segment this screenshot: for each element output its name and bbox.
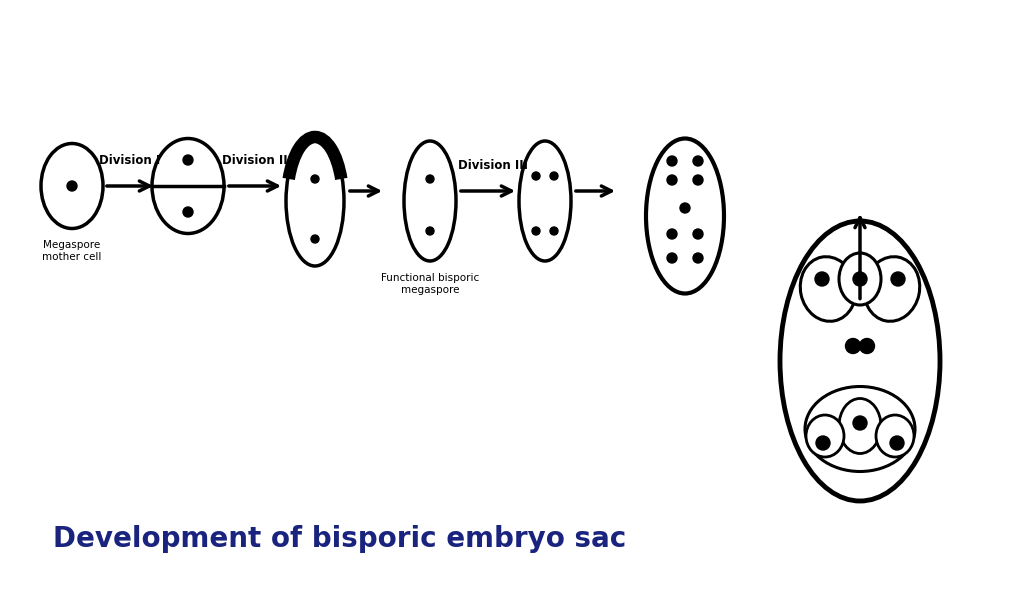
Ellipse shape (839, 253, 881, 305)
Text: Division II: Division II (222, 154, 288, 167)
Text: Development of bisporic embryo sac: Development of bisporic embryo sac (53, 525, 627, 553)
Circle shape (859, 339, 874, 353)
Circle shape (667, 229, 677, 239)
Circle shape (693, 175, 703, 185)
Ellipse shape (404, 141, 456, 261)
Circle shape (183, 207, 193, 217)
Circle shape (890, 436, 904, 450)
Circle shape (853, 272, 867, 286)
Circle shape (853, 416, 867, 430)
Circle shape (891, 272, 905, 286)
Ellipse shape (805, 387, 915, 472)
Ellipse shape (286, 136, 344, 266)
Circle shape (846, 339, 860, 353)
Ellipse shape (646, 138, 724, 294)
Circle shape (667, 156, 677, 166)
Text: Functional bisporic
megaspore: Functional bisporic megaspore (381, 273, 479, 294)
Ellipse shape (839, 398, 881, 453)
Ellipse shape (41, 144, 103, 229)
Circle shape (667, 253, 677, 263)
Ellipse shape (864, 256, 920, 322)
Ellipse shape (801, 256, 856, 322)
Circle shape (183, 155, 193, 165)
Ellipse shape (519, 141, 571, 261)
Circle shape (426, 227, 434, 235)
Circle shape (680, 203, 690, 213)
Circle shape (693, 229, 703, 239)
Circle shape (815, 272, 829, 286)
Circle shape (311, 235, 319, 243)
Circle shape (532, 172, 540, 180)
Text: Megaspore
mother cell: Megaspore mother cell (42, 241, 101, 262)
Circle shape (532, 227, 540, 235)
Circle shape (550, 172, 558, 180)
Ellipse shape (876, 415, 914, 457)
Circle shape (693, 253, 703, 263)
Ellipse shape (152, 138, 224, 233)
Text: Division I: Division I (99, 154, 161, 167)
Circle shape (426, 175, 434, 183)
Circle shape (311, 175, 319, 183)
Ellipse shape (806, 415, 844, 457)
Ellipse shape (780, 221, 940, 501)
Circle shape (693, 156, 703, 166)
Circle shape (67, 181, 77, 191)
Circle shape (667, 175, 677, 185)
Circle shape (816, 436, 830, 450)
Circle shape (550, 227, 558, 235)
Text: Division III: Division III (458, 159, 528, 172)
